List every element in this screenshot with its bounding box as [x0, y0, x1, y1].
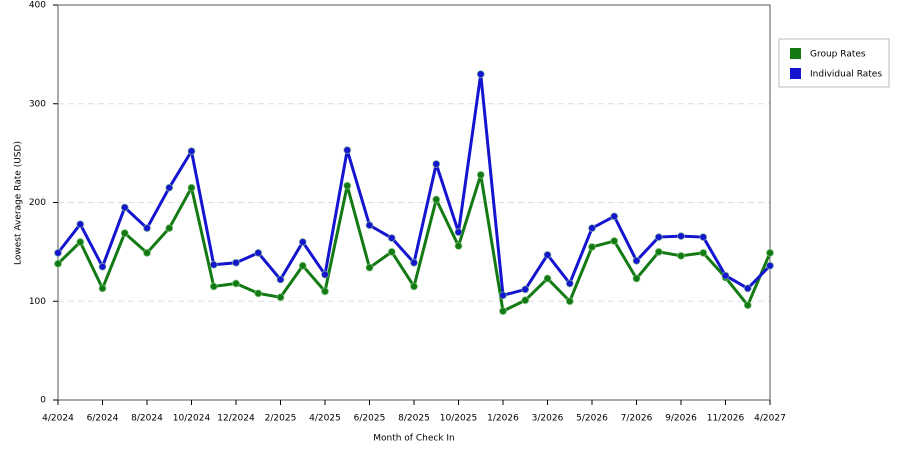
data-point: [365, 221, 374, 230]
x-tick-label: 8/2024: [131, 414, 163, 424]
data-point: [521, 285, 530, 294]
data-point: [254, 248, 263, 257]
x-tick-label: 4/2025: [309, 414, 341, 424]
data-point: [143, 224, 151, 233]
data-point: [232, 279, 240, 288]
data-point: [699, 248, 708, 257]
data-point: [120, 229, 129, 238]
data-point: [321, 270, 329, 279]
legend-label: Group Rates: [810, 50, 866, 60]
data-point: [209, 282, 218, 291]
data-point: [454, 241, 463, 250]
x-tick-label: 5/2026: [576, 414, 608, 424]
data-point: [565, 279, 574, 288]
data-point: [276, 293, 285, 302]
x-tick-label: 4/2027: [754, 414, 786, 424]
data-point: [632, 256, 641, 265]
data-point: [410, 282, 418, 291]
data-point: [387, 234, 396, 243]
legend-box: [778, 38, 890, 88]
data-point: [321, 287, 329, 296]
x-tick-label: 7/2026: [621, 414, 653, 424]
data-point: [565, 297, 574, 306]
data-point: [343, 146, 352, 155]
data-point: [98, 284, 107, 293]
x-tick-label: 3/2026: [532, 414, 564, 424]
data-point: [454, 228, 463, 237]
data-point: [54, 259, 62, 268]
y-tick-label: 400: [29, 1, 46, 11]
data-point: [209, 260, 218, 269]
data-point: [365, 263, 374, 272]
data-point: [699, 233, 708, 242]
data-point: [543, 274, 552, 283]
x-tick-label: 10/2025: [440, 414, 477, 424]
data-point: [298, 261, 307, 270]
x-tick-label: 4/2024: [42, 414, 74, 424]
x-tick-label: 6/2025: [354, 414, 386, 424]
x-tick-label: 6/2024: [87, 414, 119, 424]
data-point: [499, 307, 507, 316]
data-point: [432, 195, 441, 204]
x-tick-label: 2/2025: [265, 414, 297, 424]
data-point: [410, 258, 418, 267]
data-point: [499, 291, 507, 300]
data-point: [588, 242, 596, 251]
y-tick-label: 300: [29, 99, 46, 109]
data-point: [743, 284, 752, 293]
data-point: [76, 238, 85, 246]
y-tick-label: 200: [29, 198, 46, 208]
y-tick-label: 100: [29, 297, 46, 307]
x-axis-label: Month of Check In: [373, 434, 455, 444]
data-point: [721, 271, 730, 280]
data-point: [654, 233, 663, 242]
x-tick-label: 10/2024: [173, 414, 211, 424]
legend-swatch: [790, 48, 801, 59]
y-tick-label: 0: [40, 396, 46, 406]
data-point: [677, 251, 685, 260]
data-point: [120, 203, 129, 212]
data-point: [387, 247, 396, 256]
data-point: [187, 147, 196, 156]
data-point: [187, 183, 196, 192]
legend-swatch: [790, 68, 801, 79]
data-point: [743, 301, 752, 310]
data-point: [232, 258, 240, 267]
data-point: [143, 248, 151, 257]
data-point: [54, 248, 62, 257]
y-axis-label: Lowest Average Rate (USD): [14, 141, 24, 265]
data-point: [165, 183, 174, 192]
data-point: [588, 224, 596, 233]
legend-label: Individual Rates: [810, 70, 882, 80]
x-tick-label: 11/2026: [707, 414, 745, 424]
data-point: [677, 232, 685, 241]
data-point: [276, 275, 285, 284]
data-point: [98, 262, 107, 271]
data-point: [632, 274, 641, 283]
data-point: [76, 220, 85, 229]
data-point: [654, 247, 663, 256]
data-point: [298, 238, 307, 246]
data-point: [610, 237, 619, 246]
data-point: [476, 70, 485, 79]
data-point: [343, 181, 352, 190]
data-point: [766, 261, 774, 270]
data-point: [432, 159, 441, 168]
x-tick-label: 1/2026: [487, 414, 519, 424]
data-point: [476, 170, 485, 179]
data-point: [610, 212, 619, 221]
data-point: [766, 248, 774, 257]
x-tick-label: 12/2024: [217, 414, 255, 424]
data-point: [543, 250, 552, 259]
data-point: [165, 224, 174, 233]
data-point: [521, 296, 530, 305]
data-point: [254, 289, 263, 298]
x-tick-label: 8/2025: [398, 414, 430, 424]
x-tick-label: 9/2026: [665, 414, 697, 424]
